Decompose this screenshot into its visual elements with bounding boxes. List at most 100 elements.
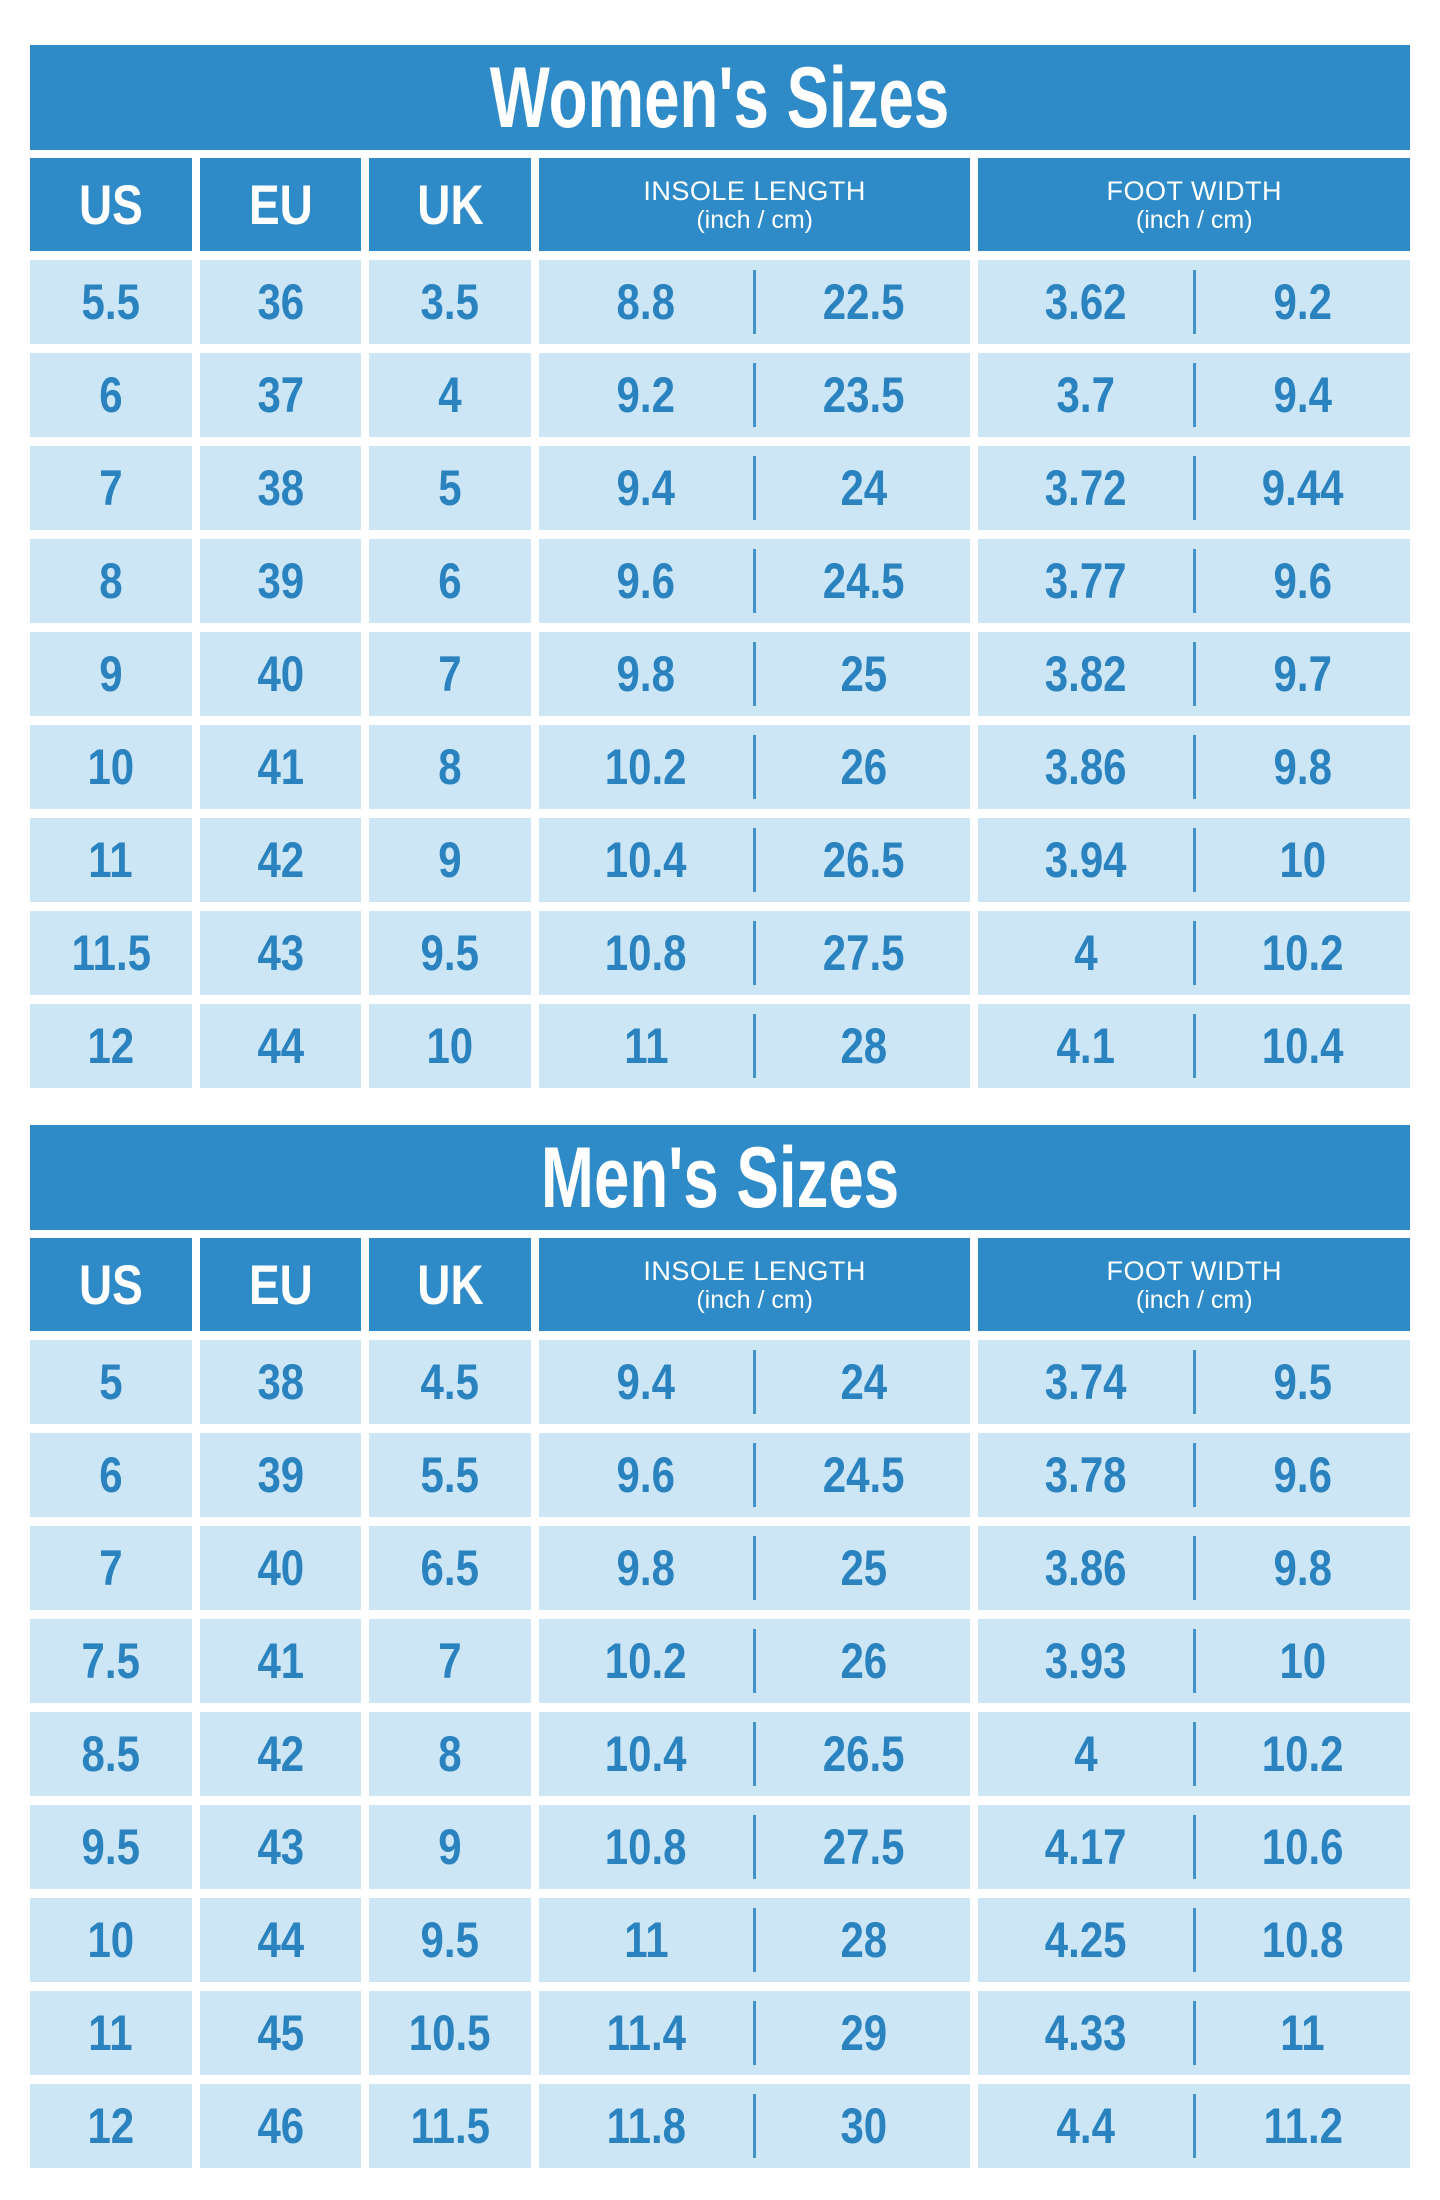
header-foot-unit-label: (inch / cm): [1135, 205, 1253, 234]
uk-size-cell: 8: [369, 1712, 531, 1796]
cell-divider-line: [1192, 1536, 1196, 1600]
insole-length-cell: 11.8 30: [538, 2084, 971, 2168]
eu-size-cell: 37: [199, 353, 362, 437]
insole-length-inch-value: 9.2: [616, 367, 676, 423]
insole-length-inch-half: 11.8: [539, 2101, 753, 2151]
uk-size-value: 7: [438, 1633, 462, 1689]
header-eu-cell: EU: [199, 158, 362, 251]
cell-divider-line: [1192, 2094, 1196, 2158]
us-size-value: 11.5: [71, 925, 151, 981]
us-size-cell: 12: [30, 1004, 192, 1088]
eu-size-value: 43: [257, 925, 304, 981]
foot-width-cell: 3.7 9.4: [978, 353, 1410, 437]
foot-width-cm-value: 10.2: [1261, 925, 1344, 981]
foot-width-inch-half: 3.77: [978, 556, 1192, 606]
insole-length-cell: 10.8 27.5: [538, 1805, 971, 1889]
womens-title-bar: Women's Sizes: [30, 45, 1410, 150]
header-foot-unit-label: (inch / cm): [1135, 1285, 1253, 1314]
foot-width-inch-half: 3.86: [978, 1543, 1192, 1593]
uk-size-cell: 11.5: [369, 2084, 531, 2168]
table-row: 10 41 8 10.2 26 3.86 9.8: [30, 725, 1410, 809]
foot-width-inch-half: 4.17: [978, 1822, 1192, 1872]
insole-length-cm-value: 22.5: [822, 274, 905, 330]
table-row: 12 44 10 11 28 4.1 10.4: [30, 1004, 1410, 1088]
uk-size-cell: 4: [369, 353, 531, 437]
us-size-cell: 5: [30, 1340, 192, 1424]
foot-width-cell: 3.93 10: [978, 1619, 1410, 1703]
foot-width-cell: 3.82 9.7: [978, 632, 1410, 716]
insole-length-cm-half: 25: [756, 649, 970, 699]
uk-size-value: 4: [438, 367, 462, 423]
foot-width-cm-value: 9.4: [1273, 367, 1333, 423]
insole-length-cm-value: 26.5: [822, 1726, 905, 1782]
foot-width-inch-half: 3.94: [978, 835, 1192, 885]
us-size-value: 9.5: [81, 1819, 141, 1875]
cell-divider-line: [1192, 1722, 1196, 1786]
foot-width-cm-value: 9.2: [1273, 274, 1333, 330]
foot-width-cm-value: 9.8: [1273, 739, 1333, 795]
insole-length-cell: 9.8 25: [538, 1526, 971, 1610]
table-row: 9.5 43 9 10.8 27.5 4.17 10.6: [30, 1805, 1410, 1889]
uk-size-value: 8: [438, 739, 462, 795]
foot-width-cm-value: 11.2: [1263, 2098, 1343, 2154]
womens-table-title: Women's Sizes: [490, 49, 950, 146]
table-row: 6 37 4 9.2 23.5 3.7 9.4: [30, 353, 1410, 437]
foot-width-cell: 3.62 9.2: [978, 260, 1410, 344]
eu-size-value: 38: [257, 460, 304, 516]
cell-divider-line: [1192, 735, 1196, 799]
header-eu-cell: EU: [199, 1238, 362, 1331]
womens-header-row: US EU UK INSOLE LENGTH (inch / cm) FOOT …: [30, 158, 1410, 251]
uk-size-cell: 10.5: [369, 1991, 531, 2075]
us-size-value: 11: [88, 2005, 134, 2061]
foot-width-inch-half: 3.82: [978, 649, 1192, 699]
cell-divider-line: [753, 2094, 757, 2158]
foot-width-inch-value: 3.72: [1044, 460, 1127, 516]
eu-size-cell: 40: [199, 1526, 362, 1610]
header-uk-cell: UK: [369, 158, 531, 251]
header-foot-width-cell: FOOT WIDTH (inch / cm): [978, 1238, 1410, 1331]
header-insole-unit-label: (inch / cm): [696, 1285, 813, 1314]
foot-width-inch-value: 3.94: [1044, 832, 1127, 888]
insole-length-cell: 9.6 24.5: [538, 1433, 971, 1517]
uk-size-value: 6.5: [420, 1540, 480, 1596]
eu-size-value: 43: [257, 1819, 304, 1875]
foot-width-cm-value: 9.7: [1273, 646, 1333, 702]
insole-length-cell: 9.4 24: [538, 1340, 971, 1424]
insole-length-cm-half: 26.5: [756, 835, 970, 885]
foot-width-cm-value: 9.6: [1273, 1447, 1333, 1503]
foot-width-inch-half: 3.93: [978, 1636, 1192, 1686]
foot-width-cm-half: 9.2: [1196, 277, 1410, 327]
foot-width-inch-value: 3.77: [1044, 553, 1127, 609]
cell-divider-line: [1192, 642, 1196, 706]
foot-width-inch-half: 3.74: [978, 1357, 1192, 1407]
eu-size-cell: 43: [199, 911, 362, 995]
eu-size-cell: 41: [199, 725, 362, 809]
cell-divider-line: [753, 1536, 757, 1600]
foot-width-cell: 4.1 10.4: [978, 1004, 1410, 1088]
insole-length-inch-value: 10.2: [605, 739, 687, 795]
cell-divider-line: [753, 735, 757, 799]
insole-length-inch-value: 9.4: [616, 1354, 676, 1410]
insole-length-inch-value: 11: [623, 1018, 669, 1074]
womens-sizes-table: Women's Sizes US EU UK INSOLE LENGTH (in…: [30, 45, 1410, 1088]
insole-length-inch-value: 10.8: [605, 925, 687, 981]
header-insole-unit-label: (inch / cm): [696, 205, 813, 234]
uk-size-cell: 4.5: [369, 1340, 531, 1424]
foot-width-cm-value: 9.44: [1261, 460, 1344, 516]
foot-width-inch-value: 3.62: [1044, 274, 1127, 330]
insole-length-cm-value: 27.5: [822, 1819, 905, 1875]
cell-divider-line: [753, 1629, 757, 1693]
cell-divider-line: [1192, 270, 1196, 334]
foot-width-inch-value: 4.25: [1044, 1912, 1127, 1968]
foot-width-cell: 3.78 9.6: [978, 1433, 1410, 1517]
cell-divider-line: [753, 921, 757, 985]
foot-width-inch-half: 4.4: [978, 2101, 1192, 2151]
header-us-label: US: [78, 1252, 143, 1316]
cell-divider-line: [753, 1443, 757, 1507]
insole-length-cell: 8.8 22.5: [538, 260, 971, 344]
eu-size-cell: 42: [199, 818, 362, 902]
insole-length-cell: 10.2 26: [538, 725, 971, 809]
cell-divider-line: [753, 1815, 757, 1879]
foot-width-cm-value: 10.8: [1261, 1912, 1344, 1968]
